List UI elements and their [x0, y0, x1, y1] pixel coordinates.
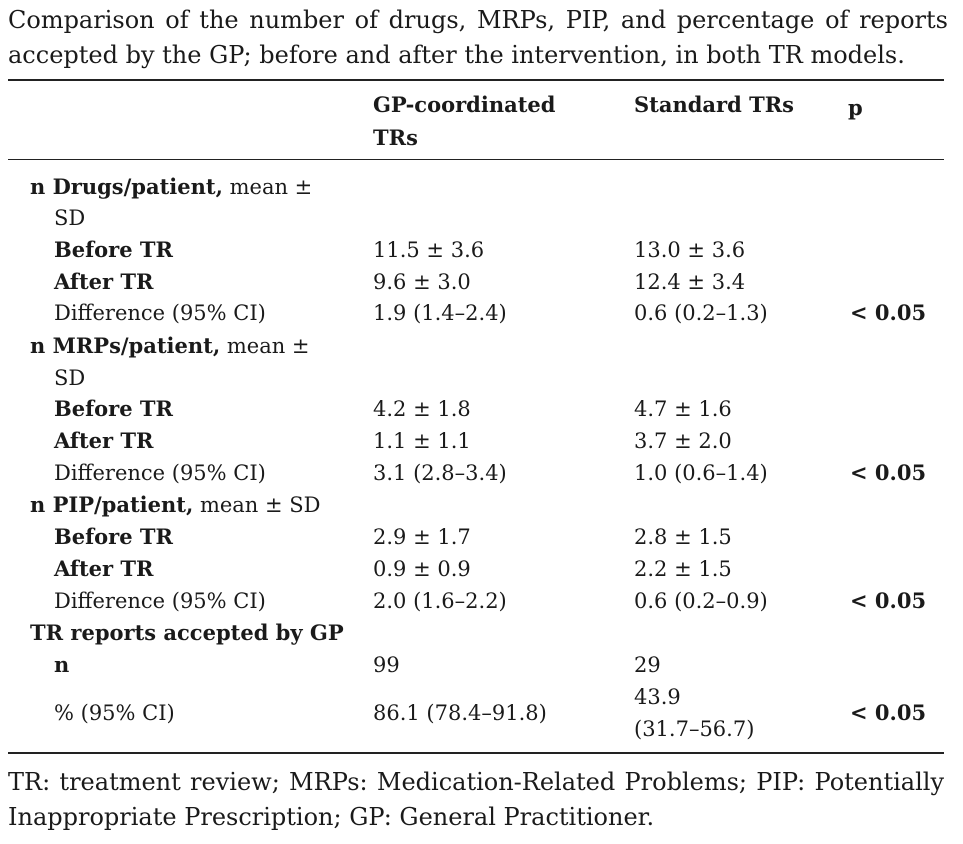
cell-standard: 1.0 (0.6–1.4) [634, 461, 768, 485]
cell-gp: 1.1 ± 1.1 [373, 429, 471, 453]
cell-standard: 43.9 [634, 685, 681, 709]
cell-p-value: < 0.05 [850, 700, 927, 725]
cell-gp: 0.9 ± 0.9 [373, 557, 471, 581]
cell-p-value: < 0.05 [850, 300, 927, 325]
row-label-difference: Difference (95% CI) [54, 301, 266, 325]
cell-standard: 2.2 ± 1.5 [634, 557, 732, 581]
table-top-rule [8, 79, 944, 81]
row-label-after: After TR [54, 556, 154, 581]
cell-standard-cont: (31.7–56.7) [634, 717, 755, 741]
section-title-mrps-cont: SD [54, 366, 86, 390]
row-label-after: After TR [54, 269, 154, 294]
cell-gp: 2.0 (1.6–2.2) [373, 589, 507, 613]
cell-gp: 99 [373, 653, 400, 677]
cell-standard: 4.7 ± 1.6 [634, 397, 732, 421]
cell-gp: 9.6 ± 3.0 [373, 270, 471, 294]
row-label-difference: Difference (95% CI) [54, 461, 266, 485]
col-header-p: p [848, 95, 863, 120]
table-bottom-rule [8, 752, 944, 754]
row-label-after: After TR [54, 428, 154, 453]
cell-standard: 29 [634, 653, 661, 677]
section-title-pip: n PIP/patient, mean ± SD [30, 492, 321, 517]
cell-gp: 4.2 ± 1.8 [373, 397, 471, 421]
row-label-before: Before TR [54, 396, 173, 421]
cell-gp: 11.5 ± 3.6 [373, 238, 485, 262]
cell-standard: 2.8 ± 1.5 [634, 525, 732, 549]
cell-p-value: < 0.05 [850, 588, 927, 613]
col-header-standard: Standard TRs [634, 92, 794, 117]
row-label-n: n [54, 652, 70, 677]
cell-standard: 0.6 (0.2–1.3) [634, 301, 768, 325]
header-rule [8, 159, 944, 160]
cell-standard: 12.4 ± 3.4 [634, 270, 746, 294]
section-title-drugs: n Drugs/patient, mean ± [30, 174, 313, 199]
section-title-reports: TR reports accepted by GP [30, 620, 344, 645]
cell-gp: 3.1 (2.8–3.4) [373, 461, 507, 485]
row-label-before: Before TR [54, 524, 173, 549]
cell-gp: 1.9 (1.4–2.4) [373, 301, 507, 325]
cell-standard: 3.7 ± 2.0 [634, 429, 732, 453]
col-header-gp-coordinated: GP-coordinated TRs [373, 92, 556, 150]
row-label-before: Before TR [54, 237, 173, 262]
section-title-mrps: n MRPs/patient, mean ± [30, 333, 310, 358]
cell-standard: 0.6 (0.2–0.9) [634, 589, 768, 613]
section-title-drugs-cont: SD [54, 206, 86, 230]
cell-gp: 86.1 (78.4–91.8) [373, 701, 547, 725]
cell-gp: 2.9 ± 1.7 [373, 525, 471, 549]
row-label-percent: % (95% CI) [54, 701, 175, 725]
row-label-difference: Difference (95% CI) [54, 589, 266, 613]
table-footnote: TR: treatment review; MRPs: Medication-R… [8, 768, 944, 831]
cell-p-value: < 0.05 [850, 460, 927, 485]
cell-standard: 13.0 ± 3.6 [634, 238, 746, 262]
table-caption: Comparison of the number of drugs, MRPs,… [8, 6, 948, 69]
